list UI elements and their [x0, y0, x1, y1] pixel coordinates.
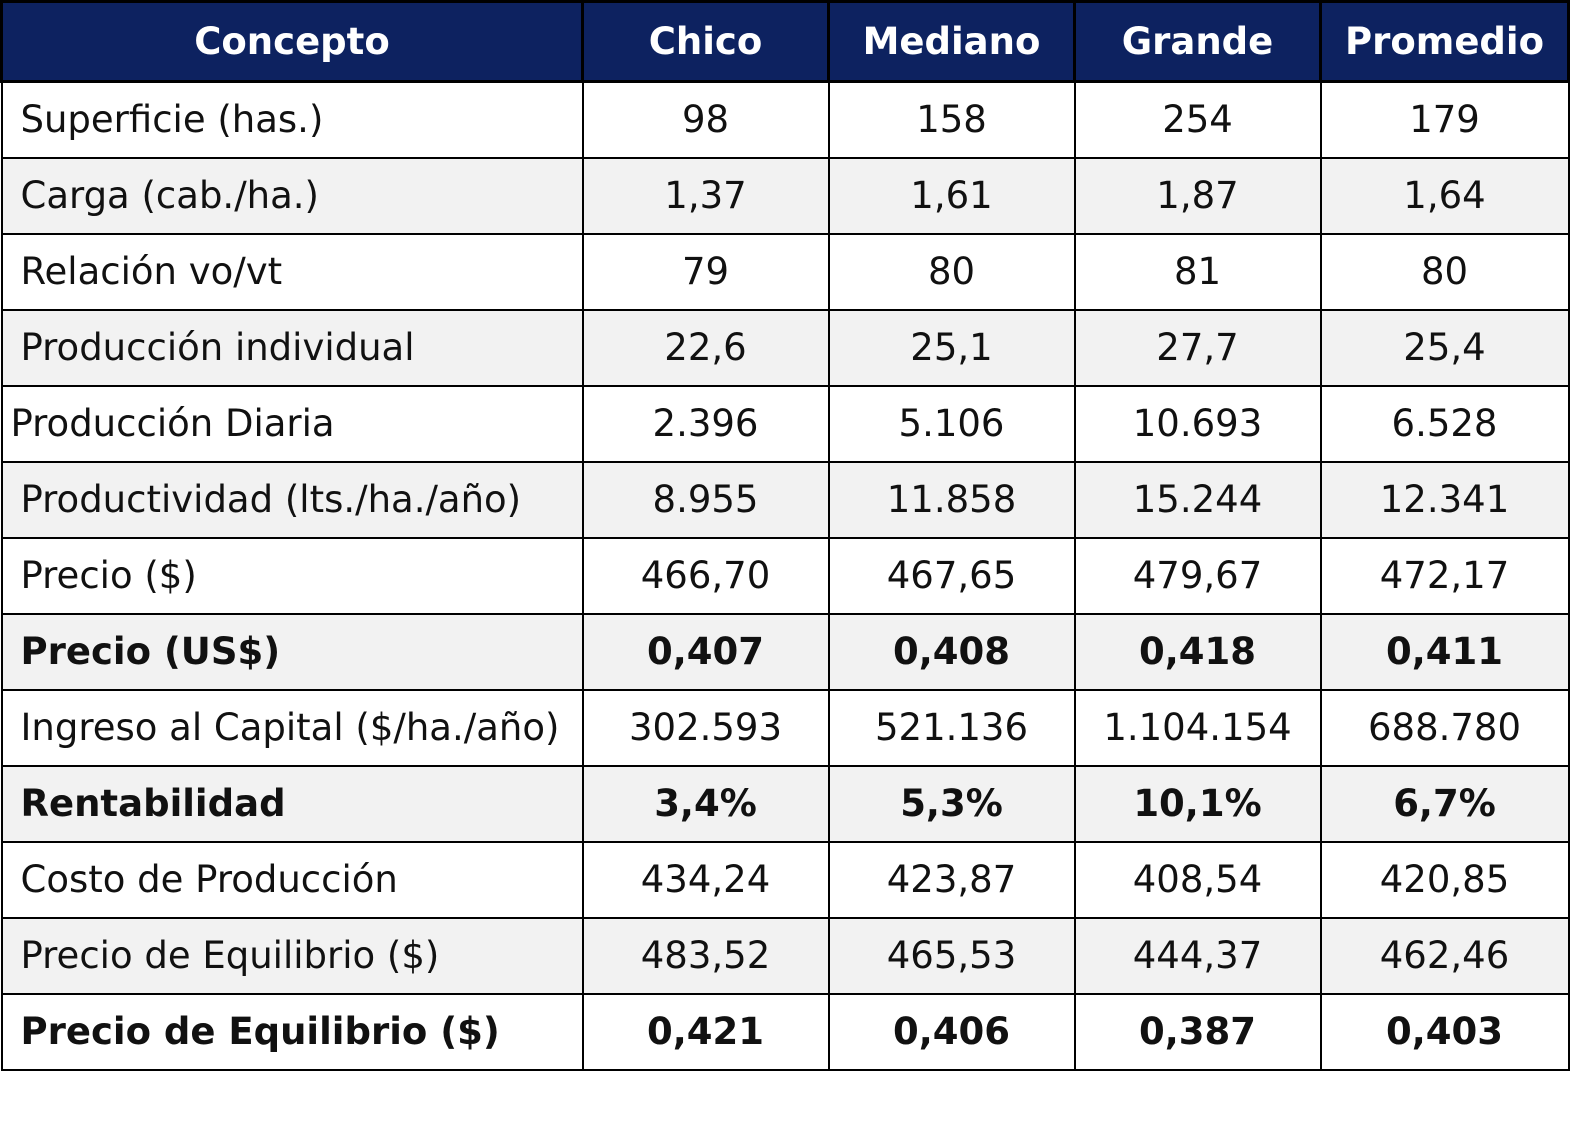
- cell-promedio: 472,17: [1319, 536, 1570, 615]
- cell-mediano: 467,65: [827, 536, 1076, 615]
- cell-chico: 3,4%: [581, 764, 830, 843]
- cell-promedio: 6,7%: [1319, 764, 1570, 843]
- cell-mediano: 423,87: [827, 840, 1076, 919]
- row-label: Superficie (has.): [0, 80, 584, 159]
- row-label: Rentabilidad: [0, 764, 584, 843]
- cell-chico: 483,52: [581, 916, 830, 995]
- cell-promedio: 0,411: [1319, 612, 1570, 691]
- cell-chico: 466,70: [581, 536, 830, 615]
- header-mediano: Mediano: [827, 0, 1076, 83]
- cell-chico: 0,407: [581, 612, 830, 691]
- table-row: Superficie (has.) 98 158 254 179: [0, 80, 1570, 159]
- cell-grande: 254: [1073, 80, 1322, 159]
- row-label: Productividad (lts./ha./año): [0, 460, 584, 539]
- cell-promedio: 462,46: [1319, 916, 1570, 995]
- row-label: Producción individual: [0, 308, 584, 387]
- cell-grande: 10,1%: [1073, 764, 1322, 843]
- cell-grande: 1,87: [1073, 156, 1322, 235]
- cell-grande: 0,387: [1073, 992, 1322, 1071]
- table-row: Costo de Producción 434,24 423,87 408,54 420…: [0, 840, 1570, 919]
- cell-promedio: 179: [1319, 80, 1570, 159]
- row-label: Producción Diaria: [0, 384, 584, 463]
- cell-promedio: 420,85: [1319, 840, 1570, 919]
- cell-chico: 434,24: [581, 840, 830, 919]
- table-row: Producción individual 22,6 25,1 27,7 25,4: [0, 308, 1570, 387]
- table-header: Concepto Chico Mediano Grande Promedio: [0, 0, 1570, 83]
- table-row: Precio ($) 466,70 467,65 479,67 472,17: [0, 536, 1570, 615]
- cell-chico: 2.396: [581, 384, 830, 463]
- cell-mediano: 5,3%: [827, 764, 1076, 843]
- table-row: Productividad (lts./ha./año) 8.955 11.858 1…: [0, 460, 1570, 539]
- cell-mediano: 1,61: [827, 156, 1076, 235]
- table-row: Relación vo/vt 79 80 81 80: [0, 232, 1570, 311]
- cell-chico: 302.593: [581, 688, 830, 767]
- cell-grande: 0,418: [1073, 612, 1322, 691]
- header-promedio: Promedio: [1319, 0, 1570, 83]
- table-row: Rentabilidad 3,4% 5,3% 10,1% 6,7%: [0, 764, 1570, 843]
- cell-promedio: 12.341: [1319, 460, 1570, 539]
- cell-promedio: 1,64: [1319, 156, 1570, 235]
- cell-mediano: 521.136: [827, 688, 1076, 767]
- row-label: Carga (cab./ha.): [0, 156, 584, 235]
- data-table: Concepto Chico Mediano Grande Promedio S…: [0, 0, 1570, 1071]
- row-label: Ingreso al Capital ($/ha./año): [0, 688, 584, 767]
- row-label: Precio (US$): [0, 612, 584, 691]
- cell-grande: 408,54: [1073, 840, 1322, 919]
- cell-chico: 8.955: [581, 460, 830, 539]
- cell-grande: 479,67: [1073, 536, 1322, 615]
- cell-mediano: 80: [827, 232, 1076, 311]
- header-row: Concepto Chico Mediano Grande Promedio: [0, 0, 1570, 83]
- cell-grande: 10.693: [1073, 384, 1322, 463]
- cell-chico: 0,421: [581, 992, 830, 1071]
- cell-promedio: 25,4: [1319, 308, 1570, 387]
- cell-promedio: 80: [1319, 232, 1570, 311]
- row-label: Relación vo/vt: [0, 232, 584, 311]
- header-grande: Grande: [1073, 0, 1322, 83]
- cell-grande: 15.244: [1073, 460, 1322, 539]
- header-concepto: Concepto: [0, 0, 584, 83]
- cell-mediano: 0,406: [827, 992, 1076, 1071]
- cell-promedio: 688.780: [1319, 688, 1570, 767]
- table-row: Precio de Equilibrio ($) 0,421 0,406 0,387 0…: [0, 992, 1570, 1071]
- cell-mediano: 25,1: [827, 308, 1076, 387]
- cell-chico: 22,6: [581, 308, 830, 387]
- header-chico: Chico: [581, 0, 830, 83]
- cell-mediano: 11.858: [827, 460, 1076, 539]
- table-row: Ingreso al Capital ($/ha./año) 302.593 521…: [0, 688, 1570, 767]
- data-table-container: Concepto Chico Mediano Grande Promedio S…: [0, 0, 1570, 1071]
- cell-mediano: 158: [827, 80, 1076, 159]
- cell-promedio: 0,403: [1319, 992, 1570, 1071]
- table-row: Precio de Equilibrio ($) 483,52 465,53 444,…: [0, 916, 1570, 995]
- cell-grande: 1.104.154: [1073, 688, 1322, 767]
- cell-grande: 81: [1073, 232, 1322, 311]
- table-body: Superficie (has.) 98 158 254 179 Carga (cab./…: [0, 80, 1570, 1071]
- row-label: Costo de Producción: [0, 840, 584, 919]
- cell-grande: 444,37: [1073, 916, 1322, 995]
- cell-chico: 1,37: [581, 156, 830, 235]
- cell-promedio: 6.528: [1319, 384, 1570, 463]
- cell-mediano: 5.106: [827, 384, 1076, 463]
- table-row: Producción Diaria 2.396 5.106 10.693 6.528: [0, 384, 1570, 463]
- cell-chico: 98: [581, 80, 830, 159]
- cell-mediano: 0,408: [827, 612, 1076, 691]
- row-label: Precio de Equilibrio ($): [0, 992, 584, 1071]
- row-label: Precio de Equilibrio ($): [0, 916, 584, 995]
- row-label: Precio ($): [0, 536, 584, 615]
- cell-chico: 79: [581, 232, 830, 311]
- table-row: Carga (cab./ha.) 1,37 1,61 1,87 1,64: [0, 156, 1570, 235]
- table-row: Precio (US$) 0,407 0,408 0,418 0,411: [0, 612, 1570, 691]
- cell-mediano: 465,53: [827, 916, 1076, 995]
- cell-grande: 27,7: [1073, 308, 1322, 387]
